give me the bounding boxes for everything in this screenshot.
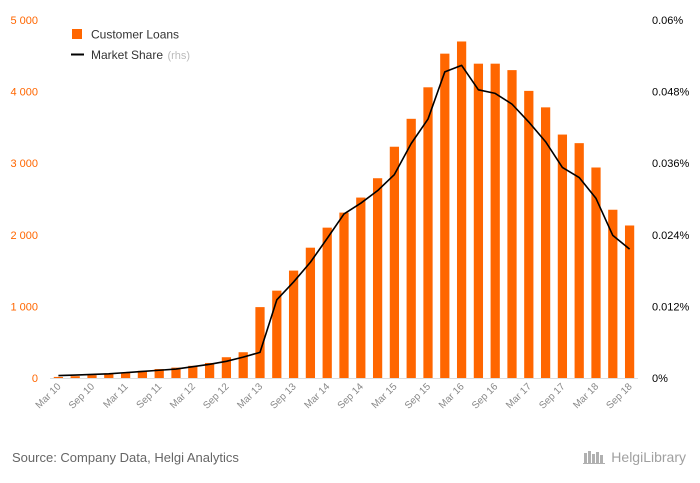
bar	[456, 41, 467, 378]
bar	[540, 107, 551, 379]
bar	[608, 209, 618, 378]
x-tick-label: Sep 12	[201, 381, 231, 411]
x-axis: Mar 10 Sep 10 Mar 11 Sep 11 Mar 12 Sep 12 Mar …	[34, 381, 635, 412]
x-tick-label: Mar 17	[504, 381, 534, 411]
y-left-tick-label: 3 000	[10, 158, 38, 170]
y-right-tick-label: 0.06%	[652, 15, 683, 27]
x-tick-label: Mar 16	[437, 381, 467, 411]
x-tick-label: Mar 14	[303, 381, 333, 411]
brand-logo: HelgiLibrary	[583, 449, 686, 465]
bar	[389, 146, 400, 378]
bar	[255, 307, 265, 378]
bar	[624, 225, 635, 378]
bar	[288, 270, 299, 378]
bar	[557, 134, 568, 378]
x-tick-label: Mar 12	[168, 381, 198, 411]
bar	[490, 63, 500, 379]
bar	[372, 178, 383, 378]
bar	[104, 374, 114, 378]
bar	[591, 167, 601, 378]
x-tick-label: Mar 11	[101, 381, 131, 411]
bar	[406, 118, 416, 379]
library-icon	[583, 451, 606, 464]
y-left-tick-label: 0	[32, 373, 38, 385]
x-tick-label: Sep 13	[269, 381, 299, 411]
bar	[120, 372, 131, 378]
bar	[524, 90, 534, 378]
bar	[137, 370, 148, 378]
bar	[356, 197, 366, 378]
bar	[440, 53, 450, 378]
bar	[322, 227, 332, 378]
y-right-tick-label: 0.036%	[652, 158, 690, 170]
x-tick-label: Sep 18	[605, 381, 635, 411]
y-right-tick-label: 0%	[652, 373, 668, 385]
x-tick-label: Mar 10	[34, 381, 64, 411]
legend-swatch-customer-loans	[72, 29, 82, 39]
bar	[154, 369, 164, 378]
x-tick-label: Mar 13	[235, 381, 265, 411]
bar	[574, 143, 584, 378]
x-tick-label: Sep 16	[470, 381, 500, 411]
x-tick-label: Mar 15	[370, 381, 400, 411]
y-left-tick-label: 1 000	[10, 301, 38, 313]
bar	[70, 376, 80, 378]
y-axis-right: 0% 0.012% 0.024% 0.036% 0.048% 0.06%	[652, 15, 690, 385]
bar	[238, 352, 248, 378]
bar	[305, 247, 316, 378]
bar	[272, 290, 282, 378]
y-right-tick-label: 0.024%	[652, 230, 690, 242]
bar	[473, 63, 484, 379]
bar	[423, 87, 433, 378]
y-axis-left: 0 1 000 2 000 3 000 4 000 5 000	[10, 15, 38, 385]
bar	[171, 367, 181, 378]
bar	[204, 362, 215, 378]
bar	[507, 70, 517, 379]
bar	[87, 375, 97, 378]
x-tick-label: Sep 15	[403, 381, 433, 411]
brand-name: HelgiLibrary	[611, 449, 686, 465]
y-right-tick-label: 0.012%	[652, 301, 690, 313]
x-tick-label: Sep 17	[537, 381, 567, 411]
y-right-tick-label: 0.048%	[652, 87, 690, 99]
source-note: Source: Company Data, Helgi Analytics	[12, 450, 239, 465]
x-tick-label: Mar 18	[571, 381, 601, 411]
bar-series-customer-loans	[53, 41, 635, 379]
x-tick-label: Sep 10	[67, 381, 97, 411]
bar	[221, 357, 232, 378]
y-left-tick-label: 4 000	[10, 87, 38, 99]
bar	[188, 365, 198, 378]
y-left-tick-label: 2 000	[10, 230, 38, 242]
bar	[339, 212, 349, 378]
x-tick-label: Sep 14	[336, 381, 366, 411]
x-tick-label: Sep 11	[135, 381, 165, 411]
y-left-tick-label: 5 000	[10, 15, 38, 27]
legend-label-market-share: Market Share (rhs)	[91, 46, 190, 63]
line-series-market-share	[58, 64, 631, 377]
legend-label-customer-loans: Customer Loans	[91, 28, 179, 42]
bar	[53, 376, 64, 378]
legend: Customer Loans Market Share (rhs)	[71, 28, 190, 63]
